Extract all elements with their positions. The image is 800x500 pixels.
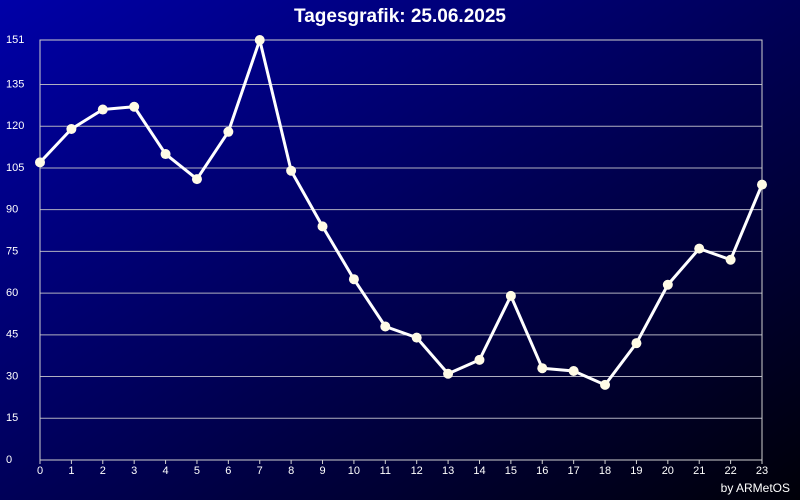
x-tick-label: 16 [536,465,548,477]
credit: by ARMetOS [721,481,790,495]
y-tick-label: 15 [6,412,18,424]
y-tick-label: 135 [6,78,24,90]
point [568,365,579,376]
point [694,243,705,254]
x-tick-label: 11 [380,465,391,477]
point [600,379,611,390]
x-tick-label: 17 [568,465,580,477]
x-tick-label: 8 [288,465,294,477]
point [129,101,140,112]
point [254,35,265,45]
y-tick-label: 120 [6,120,24,132]
point [631,338,642,349]
x-tick-label: 22 [724,465,736,477]
point [35,157,45,168]
x-tick-label: 1 [68,465,74,477]
line [38,38,764,387]
x-tick-label: 0 [37,465,43,477]
x-tick-label: 18 [599,465,611,477]
x-tick-label: 13 [442,465,454,477]
x-tick-label: 15 [505,465,517,477]
point [662,279,673,290]
plot-border [39,39,763,461]
x-tick-label: 9 [319,465,325,477]
point [286,165,297,176]
point [317,221,328,232]
x-tick-label: 21 [693,465,705,477]
point [411,332,422,343]
x-tick-label: 20 [662,465,674,477]
point [443,368,454,379]
point [380,321,391,332]
point [725,254,736,265]
y-tick-label: 90 [6,204,18,216]
point [757,179,767,190]
y-tick-label: 60 [6,287,18,299]
x-tick-label: 12 [411,465,423,477]
point [505,290,516,301]
point [191,174,202,185]
y-tick-label: 0 [6,454,12,466]
x-tick-label: 6 [225,465,231,477]
x-tick-label: 5 [194,465,200,477]
y-tick-label: 151 [6,34,24,46]
y-tick-label: 45 [6,329,18,341]
point [97,104,108,115]
point [537,363,548,374]
y-tick-label: 75 [6,245,18,257]
point [66,124,77,135]
x-tick-label: 4 [163,465,169,477]
point [223,126,234,137]
x-tick-label: 14 [473,465,485,477]
x-tick-label: 2 [100,465,106,477]
x-tick-label: 23 [756,465,768,477]
x-tick-label: 19 [630,465,642,477]
x-tick-label: 3 [131,465,137,477]
point [474,354,485,365]
chart-title: Tagesgrafik: 25.06.2025 [294,6,506,27]
y-tick-label: 30 [6,370,18,382]
x-tick-label: 7 [257,465,263,477]
y-tick-label: 105 [6,162,24,174]
point [160,149,171,160]
x-tick-label: 10 [348,465,360,477]
point [348,274,359,285]
